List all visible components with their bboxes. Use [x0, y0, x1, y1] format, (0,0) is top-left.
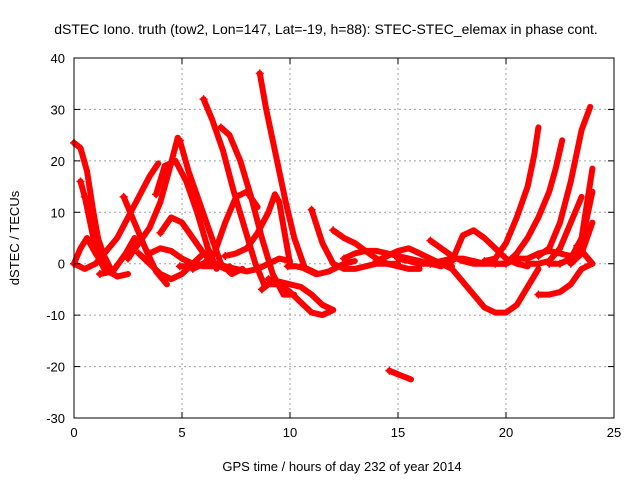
series-start-marker — [545, 259, 554, 268]
plot-frame — [73, 57, 615, 419]
series-start-marker — [385, 366, 394, 375]
series-start-marker — [480, 257, 489, 266]
series-line — [503, 137, 566, 267]
y-axis-label: dSTEC / TECUs — [7, 190, 22, 285]
series-line — [427, 260, 542, 316]
x-tick-label: 10 — [283, 425, 297, 440]
chart-title: dSTEC Iono. truth (tow2, Lon=147, Lat=-1… — [54, 21, 598, 37]
y-tick-label: -10 — [46, 308, 65, 323]
series-line — [200, 96, 268, 288]
x-tick-label: 0 — [70, 425, 77, 440]
series-start-marker — [216, 123, 225, 132]
series-line — [176, 137, 246, 277]
y-tick-label: 40 — [51, 51, 65, 66]
series-line — [557, 188, 596, 267]
series-start-marker — [156, 228, 165, 237]
series-start-marker — [426, 259, 435, 268]
series-start-marker — [556, 259, 564, 268]
series-line — [386, 367, 414, 383]
series-start-marker — [255, 69, 264, 78]
series-start-marker — [340, 254, 348, 263]
series-line — [81, 193, 114, 272]
series-start-marker — [152, 190, 161, 199]
series-start-marker — [502, 259, 510, 268]
series-line — [256, 70, 319, 277]
series-start-marker — [566, 259, 575, 268]
y-tick-label: 0 — [58, 257, 65, 272]
series-start-marker — [221, 252, 230, 260]
x-axis-label: GPS time / hours of day 232 of year 2014 — [222, 459, 461, 474]
series-start-marker — [175, 262, 184, 271]
series-start-marker — [307, 205, 316, 214]
series-line — [449, 227, 531, 270]
series-layer — [70, 69, 596, 383]
series-start-marker — [124, 254, 132, 263]
series-start-marker — [76, 177, 85, 186]
series-start-marker — [257, 285, 266, 294]
series-start-marker — [134, 249, 143, 258]
ticks: 0 5 10 15 20 25 -30 -20 -10 0 10 20 30 40 — [46, 51, 621, 440]
x-tick-label: 15 — [391, 425, 405, 440]
y-tick-label: -20 — [46, 360, 65, 375]
x-tick-label: 25 — [607, 425, 621, 440]
series-start-marker — [80, 192, 89, 201]
series-start-marker — [573, 241, 582, 250]
series-line — [258, 281, 337, 319]
series-start-marker — [188, 264, 197, 273]
series-start-marker — [95, 270, 104, 278]
series-line — [153, 157, 220, 272]
series-line — [535, 103, 594, 259]
series-line — [265, 276, 337, 313]
series-line — [217, 124, 298, 298]
series-start-marker — [448, 257, 456, 266]
series-start-marker — [119, 192, 128, 201]
series-start-marker — [329, 226, 338, 235]
series-start-marker — [199, 95, 208, 104]
series-start-marker — [175, 136, 184, 145]
series-start-marker — [426, 236, 435, 245]
y-tick-label: 20 — [51, 154, 65, 169]
series-start-marker — [145, 249, 154, 258]
y-tick-label: -30 — [46, 411, 65, 426]
series-start-marker — [534, 252, 543, 260]
series-start-marker — [491, 259, 500, 268]
grid — [74, 58, 614, 418]
series-line — [524, 193, 585, 267]
series-line — [189, 255, 293, 275]
y-tick-label: 30 — [51, 102, 65, 117]
series-line — [481, 124, 542, 265]
series-line — [71, 235, 131, 280]
series-line — [71, 160, 162, 272]
series-start-marker — [372, 257, 381, 266]
series-line — [574, 242, 596, 267]
series-line — [96, 235, 142, 277]
series-start-marker — [534, 290, 543, 299]
series-line — [535, 260, 596, 298]
series-start-marker — [283, 262, 292, 271]
x-tick-label: 20 — [499, 425, 513, 440]
series-line — [222, 191, 293, 267]
series-start-marker — [394, 254, 402, 263]
series-start-marker — [523, 259, 532, 268]
x-tick-label: 5 — [178, 425, 185, 440]
series-line — [284, 258, 358, 277]
y-tick-label: 10 — [51, 205, 65, 220]
series-start-marker — [264, 275, 273, 284]
